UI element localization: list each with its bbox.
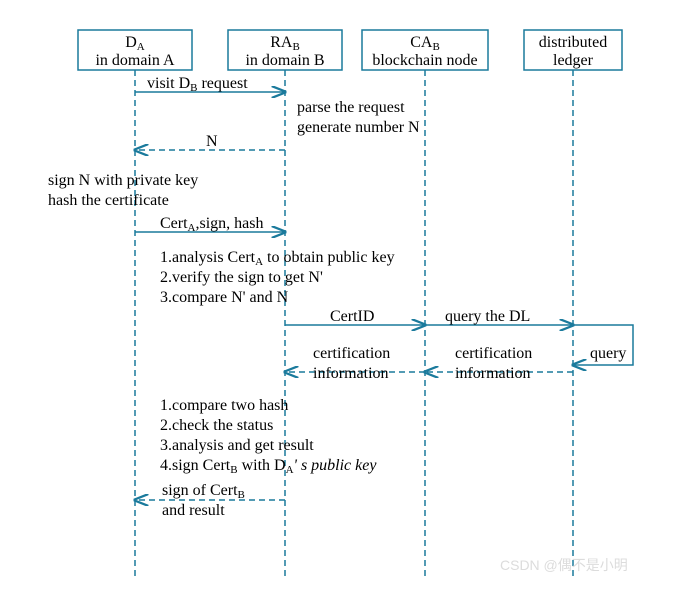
note-sign-certb: 4.sign CertB with DA' s public key [160,457,377,476]
label-certinfo-1a: certification [313,345,390,362]
note-verify-sign: 2.verify the sign to get N' [160,269,323,286]
actor-dl: distributed ledger [524,30,622,70]
note-hash-cert: hash the certificate [48,192,169,209]
label-certid: CertID [330,308,374,325]
svg-text:ledger: ledger [553,52,594,69]
note-analysis-cert: 1.analysis CertA to obtain public key [160,249,395,268]
sequence-diagram: DA in domain A RAB in domain B CAB block… [0,0,681,599]
label-cert-sign-hash: CertA,sign, hash [160,215,264,234]
note-parse-request: parse the request [297,99,405,116]
label-sign-result-1: sign of CertB [162,482,245,501]
note-check-status: 2.check the status [160,417,273,434]
label-certinfo-2b: information [455,365,531,382]
actor-da: DA in domain A [78,30,192,70]
label-sign-result-2: and result [162,502,225,519]
actor-rab: RAB in domain B [228,30,342,70]
label-certinfo-1b: information [313,365,389,382]
svg-text:in domain B: in domain B [245,52,324,69]
label-n: N [206,133,218,150]
label-query-dl: query the DL [445,308,530,325]
svg-text:distributed: distributed [539,34,607,51]
note-generate-n: generate number N [297,119,420,136]
watermark: CSDN @偶不是小明 [500,557,628,573]
label-certinfo-2a: certification [455,345,532,362]
note-compare-hash: 1.compare two hash [160,397,288,414]
label-self-query: query [590,345,626,362]
svg-text:in domain A: in domain A [95,52,175,69]
note-compare-n: 3.compare N' and N [160,289,289,306]
svg-text:blockchain node: blockchain node [372,52,477,69]
note-get-result: 3.analysis and get result [160,437,314,454]
actor-cab: CAB blockchain node [362,30,488,70]
note-sign-n: sign N with private key [48,172,198,189]
label-visit-request: visit DB request [147,75,248,94]
